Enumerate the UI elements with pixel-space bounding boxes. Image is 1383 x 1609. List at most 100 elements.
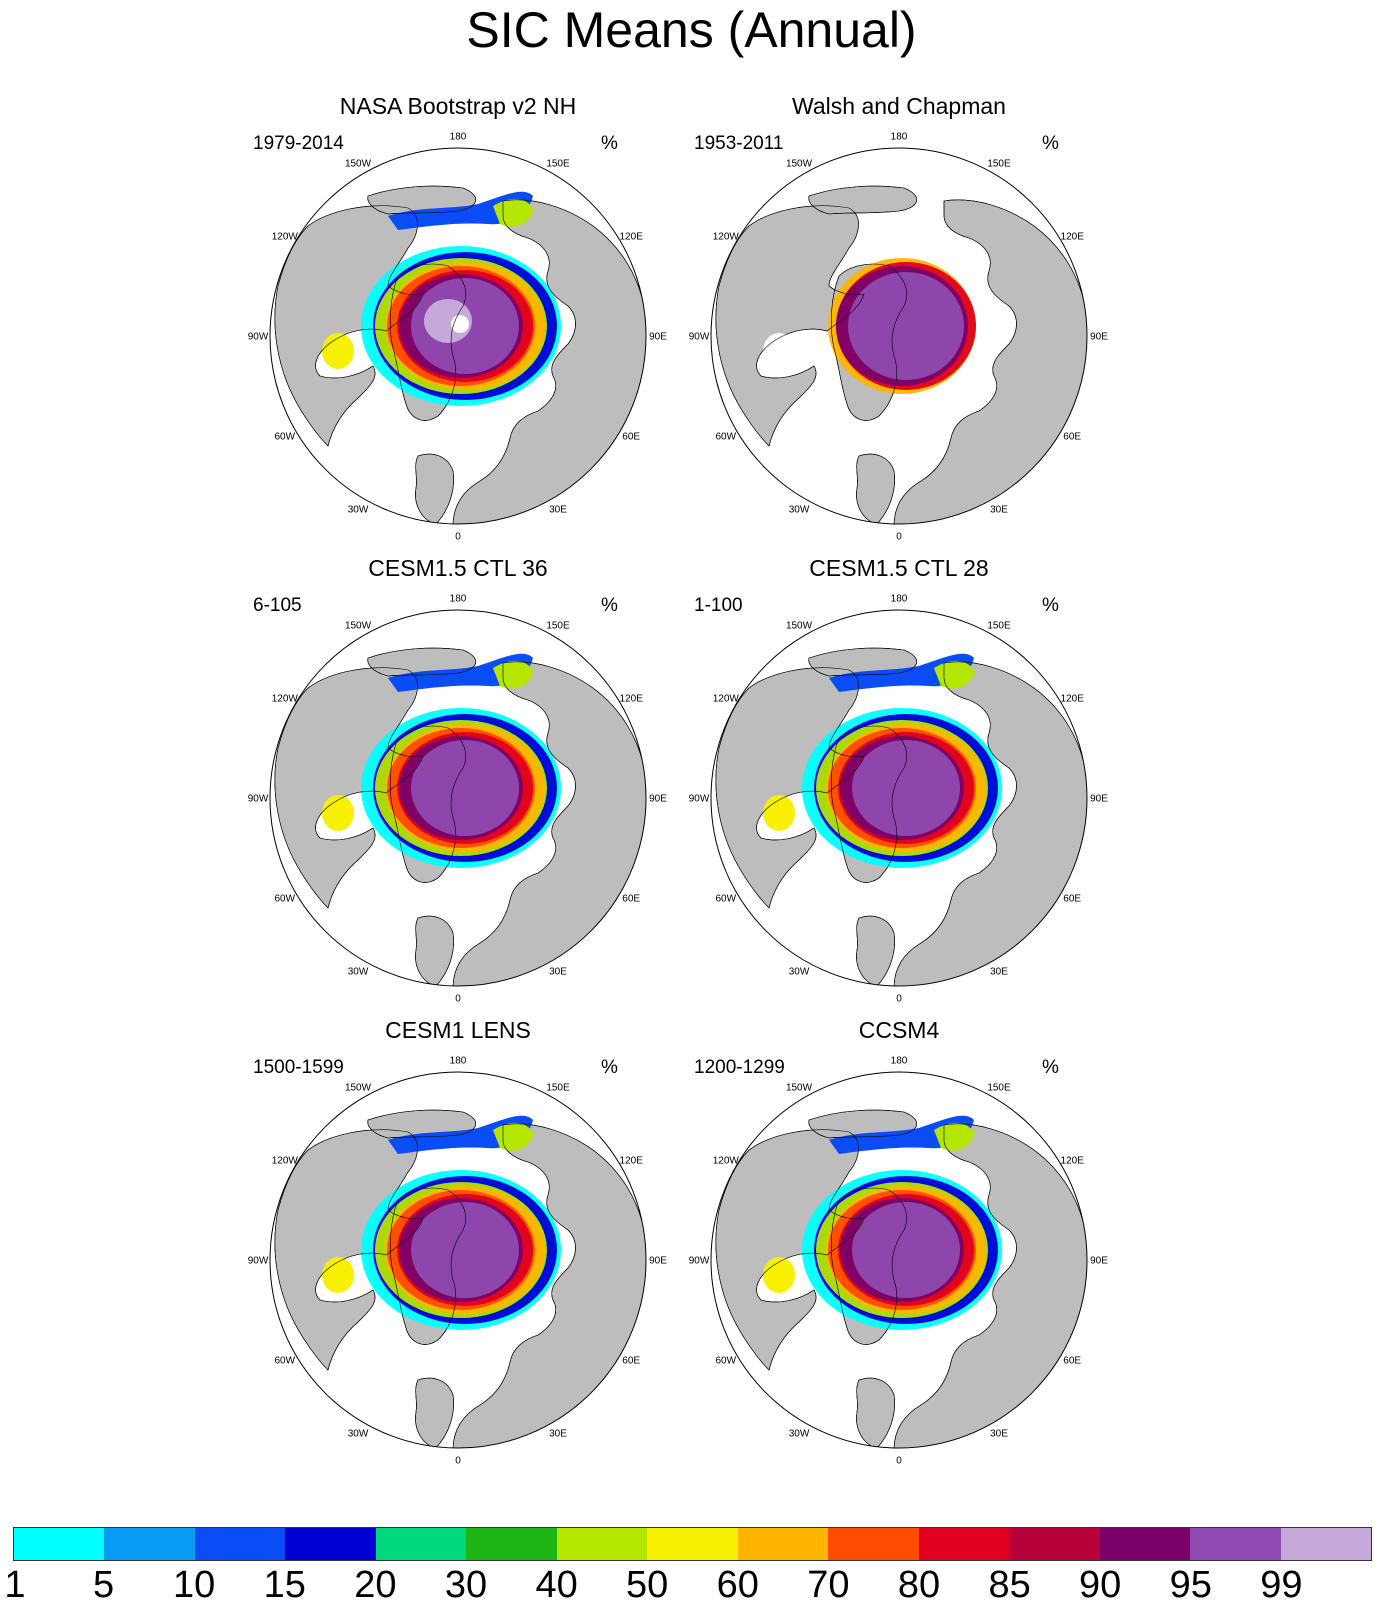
longitude-label: 150W [345,1082,372,1093]
colorbar-tick-label: 1 [4,1564,26,1606]
map-border [710,1071,1088,1449]
map-border [269,609,647,987]
coastline [808,647,917,677]
map-content [711,610,1087,986]
colorbar-swatch [737,1528,829,1560]
longitude-label: 180 [891,594,908,605]
longitude-label: 30E [990,505,1008,516]
coastline [808,1109,917,1139]
coastline [893,199,1087,524]
map-content [270,148,646,524]
longitude-label: 150W [786,158,813,169]
longitude-label: 150W [345,158,372,169]
colorbar-tick-label: 20 [354,1564,397,1606]
hudson-bay-ice [322,795,354,831]
longitude-label: 150E [987,1082,1011,1093]
longitude-label: 30W [789,1429,810,1440]
colorbar-swatch [828,1528,919,1560]
colorbar-tick-label: 30 [444,1564,488,1606]
longitude-label: 60W [275,432,296,443]
longitude-label: 0 [896,1456,902,1467]
coastline [856,915,895,986]
longitude-label: 120W [272,1156,299,1167]
polar-map: 180 150E 120E 90E 60E 30E 0 30W 60W 90W 120W 150W [689,594,1109,1005]
panel-title: CESM1.5 CTL 28 [809,555,989,581]
coastline [415,915,454,986]
hudson-bay-ice [763,333,795,369]
longitude-label: 30W [789,967,810,978]
sea-ice-band [848,272,964,380]
coastline [274,1129,424,1371]
colorbar-tick-label: 60 [716,1564,759,1606]
longitude-label: 120E [1061,1156,1085,1167]
coastline [389,263,467,421]
period-label: 1200-1299 [694,1057,785,1078]
longitude-label: 90W [689,332,710,343]
longitude-label: 60E [622,894,640,905]
polar-map: 180 150E 120E 90E 60E 30E 0 30W 60W 90W 120W 150W [248,1056,668,1467]
coastline [715,205,865,447]
bering-ice [829,653,974,692]
panel-cesm15-ctl28: CESM1.5 CTL 28 1-100 % 180 150E 120E 90E 60E… [689,554,1109,1014]
longitude-label: 120W [272,232,299,243]
longitude-label: 60E [1063,432,1081,443]
longitude-label: 60W [716,1356,737,1367]
longitude-label: 150E [546,158,570,169]
period-label: 1979-2014 [253,133,344,154]
period-label: 1500-1599 [253,1057,344,1078]
longitude-label: 90W [689,794,710,805]
bering-ice [388,653,533,692]
longitude-label: 120E [620,232,644,243]
longitude-label: 30W [789,505,810,516]
longitude-label: 90E [1090,1256,1108,1267]
figure-title: SIC Means (Annual) [466,2,917,58]
longitude-label: 30W [348,505,369,516]
colorbar-labels: 1 5 10 15 20 30 40 50 60 70 80 85 90 95 99 [0,1563,1383,1609]
unit-label: % [601,133,618,154]
colorbar-swatch [556,1528,648,1560]
coastline [715,667,865,909]
longitude-label: 0 [455,994,461,1005]
coastline [274,667,424,909]
longitude-label: 120W [713,694,740,705]
longitude-label: 120E [620,694,644,705]
coastline [367,1109,476,1139]
colorbar-tick-label: 15 [263,1564,306,1606]
longitude-label: 120E [1061,232,1085,243]
longitude-label: 90E [649,794,667,805]
period-label: 6-105 [253,595,302,616]
coastline [452,1123,646,1448]
period-label: 1953-2011 [694,133,784,154]
panel-title: NASA Bootstrap v2 NH [339,93,577,119]
longitude-label: 90E [1090,794,1108,805]
longitude-label: 30E [549,1429,567,1440]
bering-ice [388,191,533,230]
coastline [415,1377,454,1448]
colorbar-swatch [14,1528,105,1560]
panel-title: CCSM4 [858,1017,940,1043]
panel-ccsm4: CCSM4 1200-1299 % 180 150E 120E 90E 60E 30E 0 3… [689,1016,1109,1476]
sea-ice-band [411,740,519,836]
map-border [269,147,647,525]
longitude-label: 120E [1061,694,1085,705]
colorbar-tick-label: 10 [173,1564,216,1606]
longitude-label: 180 [450,1056,467,1067]
longitude-label: 180 [891,1056,908,1067]
coastline [893,1123,1087,1448]
colorbar-swatch [647,1528,738,1560]
hudson-bay-ice [763,1257,795,1293]
unit-label: % [601,595,618,616]
colorbar-tick-label: 90 [1079,1564,1122,1606]
longitude-label: 150E [987,620,1011,631]
longitude-label: 60W [275,1356,296,1367]
coastline [389,1187,467,1345]
coastline [274,205,424,447]
sea-ice-band [852,1202,960,1298]
map-border [710,609,1088,987]
unit-label: % [1042,595,1059,616]
coastline [893,661,1087,986]
coastline [830,1187,908,1345]
colorbar-swatch [285,1528,376,1560]
polar-map: 180 150E 120E 90E 60E 30E 0 30W 60W 90W 120W 150W [248,132,668,543]
panel-title: Walsh and Chapman [792,93,1006,119]
